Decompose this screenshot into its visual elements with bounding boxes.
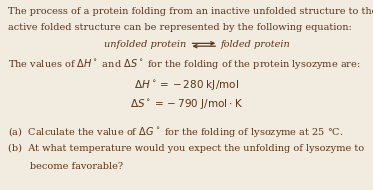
Text: $\Delta S^\circ = -790\ \mathrm{J/mol \cdot K}$: $\Delta S^\circ = -790\ \mathrm{J/mol \c… xyxy=(130,97,243,111)
Text: The values of $\Delta H^\circ$ and $\Delta S^\circ$ for the folding of the prote: The values of $\Delta H^\circ$ and $\Del… xyxy=(8,57,361,71)
Text: (a)  Calculate the value of $\Delta G^\circ$ for the folding of lysozyme at 25 °: (a) Calculate the value of $\Delta G^\ci… xyxy=(8,125,344,139)
Text: folded protein: folded protein xyxy=(221,40,291,49)
Text: The process of a protein folding from an inactive unfolded structure to the: The process of a protein folding from an… xyxy=(8,7,373,16)
Text: become favorable?: become favorable? xyxy=(8,162,123,171)
Text: unfolded protein: unfolded protein xyxy=(104,40,186,49)
Text: active folded structure can be represented by the following equation:: active folded structure can be represent… xyxy=(8,23,352,32)
Text: $\Delta H^\circ = -280\ \mathrm{kJ/mol}$: $\Delta H^\circ = -280\ \mathrm{kJ/mol}$ xyxy=(134,78,239,92)
Text: (b)  At what temperature would you expect the unfolding of lysozyme to: (b) At what temperature would you expect… xyxy=(8,143,364,153)
